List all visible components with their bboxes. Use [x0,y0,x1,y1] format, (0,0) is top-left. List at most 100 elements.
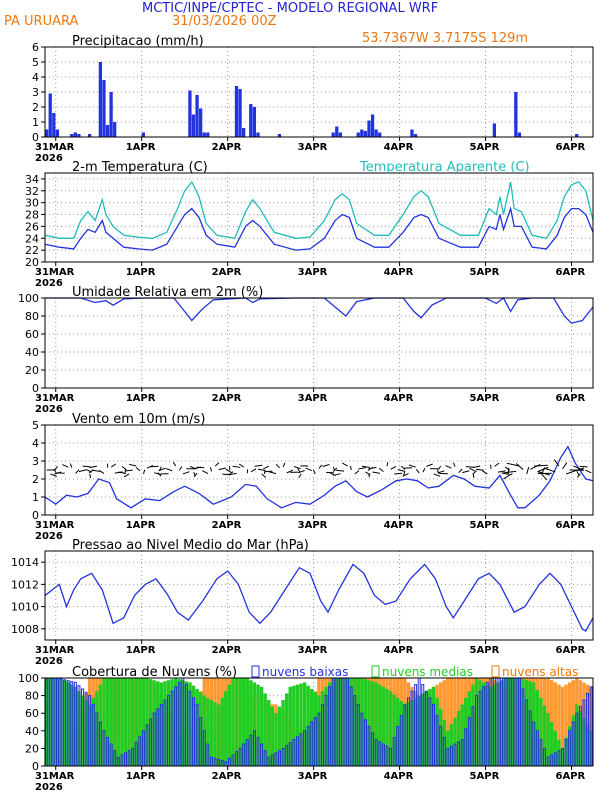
cloud-bar-nuvens-medias [431,686,436,766]
y-tick-label: 30 [25,197,39,210]
cloud-bar-nuvens-medias [263,693,267,766]
cloud-bar-nuvens-medias [517,678,522,766]
x-tick-label: 2APR [212,520,242,531]
precip-bar [413,134,418,137]
wind-barb [89,465,98,469]
x-year-label: 2026 [35,278,63,289]
cloud-bar-nuvens-medias [507,678,511,766]
cloud-bar-nuvens-altas [589,686,593,766]
cloud-bar-nuvens-medias [327,682,332,766]
precip-bar [48,93,52,137]
wind-barb [258,468,266,472]
cloud-bar-nuvens-medias [481,682,486,766]
y-tick-label: 28 [25,209,39,222]
x-tick-label: 3APR [298,267,328,278]
x-year-label: 2026 [35,153,63,164]
wind-barb [472,473,475,478]
precip-bar [55,129,60,137]
wind-barb [282,462,286,468]
wind-barb [261,473,267,478]
cloud-bar-nuvens-medias [567,726,572,766]
y-tick-label: 1 [32,116,39,129]
cloud-bar-nuvens-medias [302,682,307,766]
wind-barb [386,462,389,467]
cloud-bar-nuvens-medias [353,678,357,766]
wind-barb [82,465,91,468]
panel-wind: 0 1 2 3 4 5 31MAR 1APR 2APR 3APR 4APR 5APR 6APR 2026 V… [32,412,594,542]
cloud-bar-nuvens-medias [471,684,475,766]
y-tick-label: 20 [25,364,39,377]
precip-bar [277,134,282,137]
wind-barb [312,469,316,475]
cloud-bar-nuvens-medias [499,680,504,766]
y-tick-label: 2 [32,101,39,114]
cloud-bar-nuvens-medias [159,682,164,766]
y-tick-label: 24 [25,232,39,245]
run-date: 31/03/2026 00Z [172,14,277,29]
wind-barb [218,467,227,471]
precip-bar [188,90,192,137]
cloud-bar-nuvens-medias [546,713,550,766]
panel-frame [44,550,594,641]
precip-bar [113,122,117,137]
wind-barb [415,469,420,474]
wind-barb [554,459,560,467]
cloud-bar-nuvens-altas [446,678,450,766]
x-tick-label: 2APR [212,393,242,404]
wind-barb [401,465,406,471]
cloud-bar-nuvens-medias [299,683,303,766]
panel-frame [44,297,594,389]
cloud-bar-nuvens-medias [231,678,235,766]
x-tick-label: 6APR [556,771,586,782]
wind-barb [422,468,426,473]
y-tick-label: 80 [25,690,39,703]
precip-bar [141,132,145,137]
y-tick-label: 0 [32,382,39,395]
cloud-bar-nuvens-medias [177,679,181,766]
cloud-bar-nuvens-medias [148,679,153,766]
cloud-bar-nuvens-medias [87,704,92,766]
cloud-bar-nuvens-medias [385,689,389,766]
cloud-bar-nuvens-medias [52,678,56,766]
precip-bar [249,104,253,137]
cloud-bar-nuvens-medias [403,704,407,766]
y-tick-label: 60 [25,707,39,720]
cloud-bar-nuvens-medias [456,711,461,766]
wind-barb [472,470,477,475]
legend-apparent-temp: Temperatura Aparente (C) [359,160,530,175]
y-tick-label: 3 [32,86,39,99]
cloud-bar-nuvens-medias [292,685,296,766]
cloud-bar-nuvens-medias [213,702,217,766]
x-tick-label: 4APR [384,393,414,404]
cloud-bar-nuvens-medias [428,689,432,766]
wind-barb [143,469,146,474]
cloud-bar-nuvens-medias [288,686,292,766]
cloud-bar-nuvens-medias [496,682,500,766]
wind-barb [165,467,173,472]
cloud-bar-nuvens-medias [216,704,221,766]
precip-bar [363,131,368,137]
cloud-bar-nuvens-medias [378,684,382,766]
cloud-bar-nuvens-medias [70,684,74,766]
precip-bar [109,92,113,137]
cloud-bar-nuvens-medias [274,713,278,766]
wind-barb [110,463,117,468]
location-label: PA URUARA [4,14,79,29]
y-tick-label: 20 [25,742,39,755]
x-tick-label: 3APR [298,393,328,404]
cloud-bar-nuvens-medias [281,700,285,766]
cloud-bar-nuvens-medias [349,678,353,766]
wind-barb [275,463,280,469]
cloud-bar-nuvens-medias [542,705,547,766]
wind-barb [350,465,352,471]
y-tick-label: 2 [32,473,39,486]
x-tick-label: 6APR [556,393,586,404]
precip-bar [492,123,496,137]
x-tick-label: 1APR [126,267,156,278]
x-tick-label: 2APR [212,142,242,153]
y-tick-label: 20 [25,256,39,269]
y-tick-label: 1 [32,491,39,504]
y-tick-label: 32 [25,185,39,198]
x-tick-label: 3APR [298,142,328,153]
y-tick-label: 5 [32,56,39,69]
